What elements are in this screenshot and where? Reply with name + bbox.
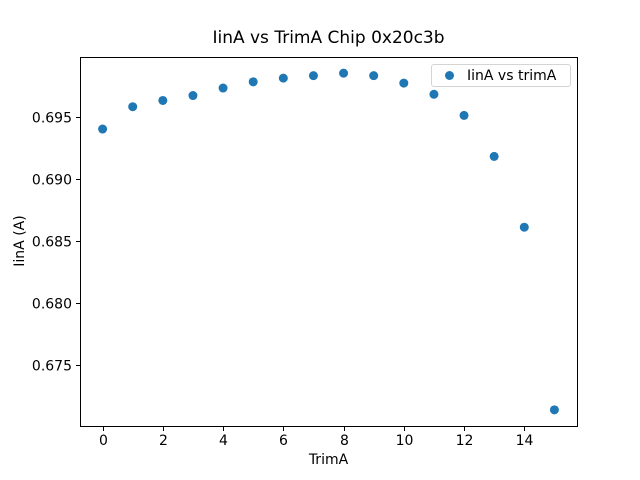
- x-tick-label: 2: [159, 433, 168, 449]
- y-tick-label: 0.685: [32, 235, 72, 251]
- x-tick-label: 4: [219, 433, 228, 449]
- data-point: [218, 83, 228, 93]
- data-point: [158, 95, 168, 105]
- data-point: [188, 91, 198, 101]
- data-point: [489, 151, 499, 161]
- legend: IinA vs trimA: [431, 64, 571, 87]
- data-point: [308, 71, 318, 81]
- legend-label: IinA vs trimA: [467, 67, 557, 84]
- data-point: [399, 78, 409, 88]
- data-point: [339, 68, 349, 78]
- y-axis-label-text: IinA (A): [12, 215, 28, 267]
- x-tick-label: 6: [279, 433, 288, 449]
- data-point: [519, 222, 529, 232]
- chart-title: IinA vs TrimA Chip 0x20c3b: [212, 28, 445, 48]
- data-point: [459, 110, 469, 120]
- x-tick-label: 10: [396, 433, 414, 449]
- y-tick-label: 0.690: [32, 173, 72, 189]
- data-point: [429, 89, 439, 99]
- data-point: [278, 73, 288, 83]
- legend-marker-icon: [445, 71, 454, 80]
- x-tick-label: 12: [456, 433, 474, 449]
- x-tick-label: 14: [516, 433, 534, 449]
- data-point: [369, 71, 379, 81]
- data-point: [549, 405, 559, 415]
- data-point: [98, 124, 108, 134]
- y-tick-label: 0.680: [32, 297, 72, 313]
- x-tick-label: 0: [99, 433, 108, 449]
- x-tick-label: 8: [340, 433, 349, 449]
- y-tick-label: 0.695: [32, 111, 72, 127]
- y-tick-label: 0.675: [32, 359, 72, 375]
- data-point: [128, 102, 138, 112]
- plot-area: [80, 57, 578, 427]
- data-point: [248, 77, 258, 87]
- x-axis-label: TrimA: [308, 452, 349, 468]
